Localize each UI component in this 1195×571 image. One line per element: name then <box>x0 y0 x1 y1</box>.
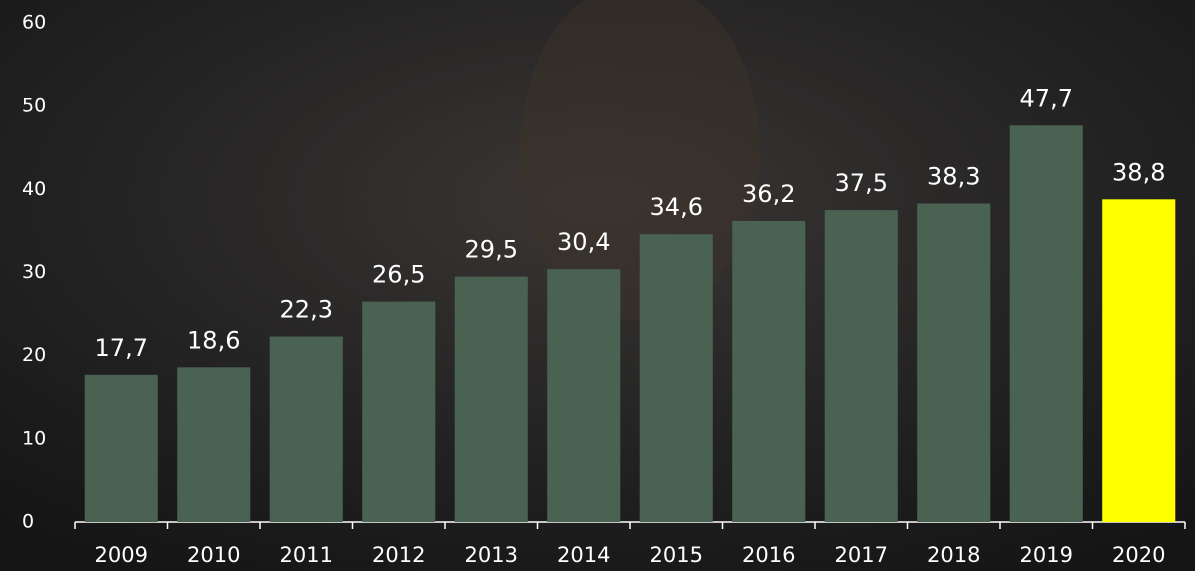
bar <box>732 221 805 522</box>
y-tick-label: 50 <box>22 95 46 117</box>
value-label: 26,5 <box>372 261 425 289</box>
value-label: 47,7 <box>1020 84 1073 112</box>
bar <box>825 210 898 522</box>
value-label: 38,8 <box>1112 158 1165 186</box>
value-label: 37,5 <box>835 169 888 197</box>
y-tick-label: 60 <box>22 12 46 34</box>
bar <box>362 302 435 522</box>
chart: 0 10 20 30 40 50 60 2009 17,7 2010 18,6 2011 22,3 201… <box>0 0 1195 571</box>
bar <box>177 367 250 522</box>
x-tick-label: 2020 <box>1112 543 1165 567</box>
value-label: 30,4 <box>557 228 610 256</box>
bar <box>547 269 620 522</box>
value-label: 22,3 <box>280 296 333 324</box>
x-tick-label: 2017 <box>835 543 888 567</box>
bar <box>455 277 528 522</box>
x-tick-label: 2014 <box>557 543 610 567</box>
bar <box>270 337 343 522</box>
bar <box>640 234 713 522</box>
x-tick-label: 2018 <box>927 543 980 567</box>
y-tick-label: 40 <box>22 178 46 200</box>
value-label: 18,6 <box>187 326 240 354</box>
x-tick-label: 2009 <box>95 543 148 567</box>
x-tick-label: 2013 <box>465 543 518 567</box>
x-tick-label: 2011 <box>280 543 333 567</box>
bar <box>1010 125 1083 522</box>
x-tick-label: 2010 <box>187 543 240 567</box>
x-tick-label: 2016 <box>742 543 795 567</box>
value-label: 38,3 <box>927 162 980 190</box>
y-tick-label: 0 <box>22 511 34 533</box>
page: {"chart_data": {"type": "bar", "categori… <box>0 0 1195 571</box>
x-tick-label: 2019 <box>1020 543 1073 567</box>
bar <box>85 375 158 522</box>
value-label: 34,6 <box>650 193 703 221</box>
x-tick-label: 2012 <box>372 543 425 567</box>
y-tick-label: 10 <box>22 427 46 449</box>
value-label: 29,5 <box>465 236 518 264</box>
value-label: 36,2 <box>742 180 795 208</box>
y-tick-label: 20 <box>22 344 46 366</box>
value-label: 17,7 <box>95 334 148 362</box>
x-tick-label: 2015 <box>650 543 703 567</box>
bar <box>917 203 990 522</box>
bar <box>1102 199 1175 522</box>
y-tick-label: 30 <box>22 261 46 283</box>
